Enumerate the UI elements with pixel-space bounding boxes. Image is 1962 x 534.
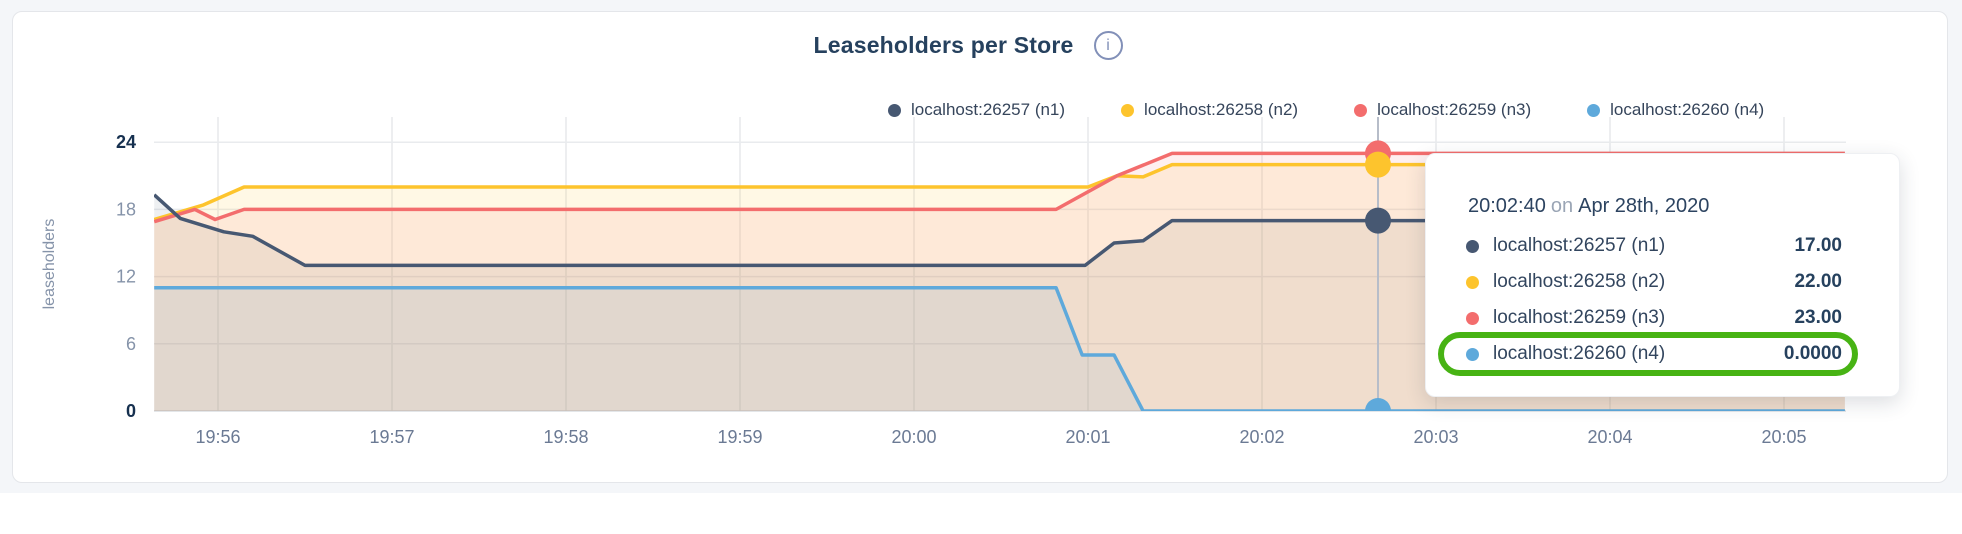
- series-lines: [154, 151, 1845, 411]
- x-tick-label: 20:01: [1065, 427, 1110, 447]
- tooltip-label-n1: localhost:26257 (n1): [1493, 235, 1666, 256]
- legend-dot-n2: [1121, 103, 1135, 117]
- legend-dot-n4: [1587, 103, 1601, 117]
- legend-item-n4[interactable]: localhost:26260 (n4): [1587, 100, 1764, 120]
- tooltip-dot-n4: [1466, 347, 1479, 361]
- tooltip-dot-n3: [1466, 311, 1479, 325]
- tooltip-row-n3: localhost:26259 (n3) 23.00: [1466, 300, 1842, 336]
- x-tick-label: 19:59: [717, 427, 762, 447]
- series-area-n1: [154, 194, 1845, 411]
- tooltip-row-n4: localhost:26260 (n4) 0.0000: [1466, 336, 1842, 372]
- chart-tooltip: 20:02:40 on Apr 28th, 2020 localhost:26257…: [1425, 153, 1900, 397]
- legend-label-n3: localhost:26259 (n3): [1377, 100, 1532, 119]
- tooltip-row-n2: localhost:26258 (n2) 22.00: [1466, 264, 1842, 300]
- tooltip-label-n2: localhost:26258 (n2): [1493, 271, 1666, 292]
- tooltip-dot-n2: [1466, 275, 1479, 289]
- tooltip-timestamp: 20:02:40 on Apr 28th, 2020: [1466, 194, 1842, 218]
- legend-dot-n1: [888, 103, 901, 117]
- y-axis-title: leaseholders: [41, 219, 58, 310]
- legend-label-n2: localhost:26258 (n2): [1144, 100, 1299, 119]
- x-tick-label: 19:57: [369, 427, 414, 447]
- hover-dot-n1: [1365, 207, 1391, 234]
- info-icon[interactable]: i: [1093, 31, 1123, 60]
- next-panel-edge: [0, 493, 1962, 534]
- series-line-n3: [154, 151, 1845, 224]
- y-tick-label: 12: [116, 267, 136, 287]
- tooltip-time: 20:02:40: [1468, 195, 1546, 217]
- legend-label-n1: localhost:26257 (n1): [911, 100, 1066, 119]
- x-tick-label: 20:02: [1239, 427, 1284, 447]
- y-tick-label: 18: [116, 199, 136, 219]
- series-line-n1: [154, 193, 1845, 268]
- hover-dot-n4: [1365, 398, 1391, 411]
- tooltip-date: Apr 28th, 2020: [1578, 195, 1710, 217]
- x-tick-label: 19:56: [195, 427, 240, 447]
- legend-item-n1[interactable]: localhost:26257 (n1): [888, 100, 1065, 120]
- x-tick-label: 19:58: [543, 427, 588, 447]
- tooltip-value-n3: 23.00: [1794, 307, 1842, 328]
- y-tick-label: 6: [126, 334, 136, 354]
- tooltip-label-n4: localhost:26260 (n4): [1493, 343, 1666, 364]
- tooltip-value-n4: 0.0000: [1783, 343, 1842, 364]
- chart-title: Leaseholders per Store: [813, 32, 1074, 58]
- x-tick-label: 20:04: [1587, 427, 1632, 447]
- series-line-n4: [154, 286, 1845, 411]
- tooltip-value-n2: 22.00: [1794, 271, 1842, 292]
- legend-item-n3[interactable]: localhost:26259 (n3): [1354, 100, 1531, 120]
- tooltip-label-n3: localhost:26259 (n3): [1493, 307, 1666, 328]
- x-tick-label: 20:05: [1761, 427, 1806, 447]
- axis-labels: 19:56 19:57 19:58 19:59 20:00 20:01 20:02 20:03…: [41, 132, 1807, 447]
- series-area-n4: [154, 287, 1845, 411]
- x-tick-label: 20:00: [891, 427, 936, 447]
- legend-item-n2[interactable]: localhost:26258 (n2): [1121, 100, 1298, 120]
- hover-marker: [1365, 117, 1391, 411]
- tooltip-value-n1: 17.00: [1794, 235, 1842, 256]
- tooltip-on-word: on: [1550, 195, 1574, 217]
- tooltip-dot-n1: [1466, 239, 1479, 253]
- series-line-n2: [154, 162, 1845, 222]
- hover-dot-n2: [1365, 151, 1391, 178]
- legend-label-n4: localhost:26260 (n4): [1610, 100, 1765, 119]
- y-tick-label: 24: [116, 132, 136, 152]
- x-tick-label: 20:03: [1413, 427, 1458, 447]
- tooltip-row-n1: localhost:26257 (n1) 17.00: [1466, 228, 1842, 264]
- chart-header: Leaseholders per Store i: [0, 31, 1936, 60]
- legend: localhost:26257 (n1) localhost:26258 (n2)…: [888, 100, 1764, 120]
- y-tick-label: 0: [126, 401, 136, 421]
- series-area-n3: [154, 153, 1845, 411]
- legend-dot-n3: [1354, 103, 1368, 117]
